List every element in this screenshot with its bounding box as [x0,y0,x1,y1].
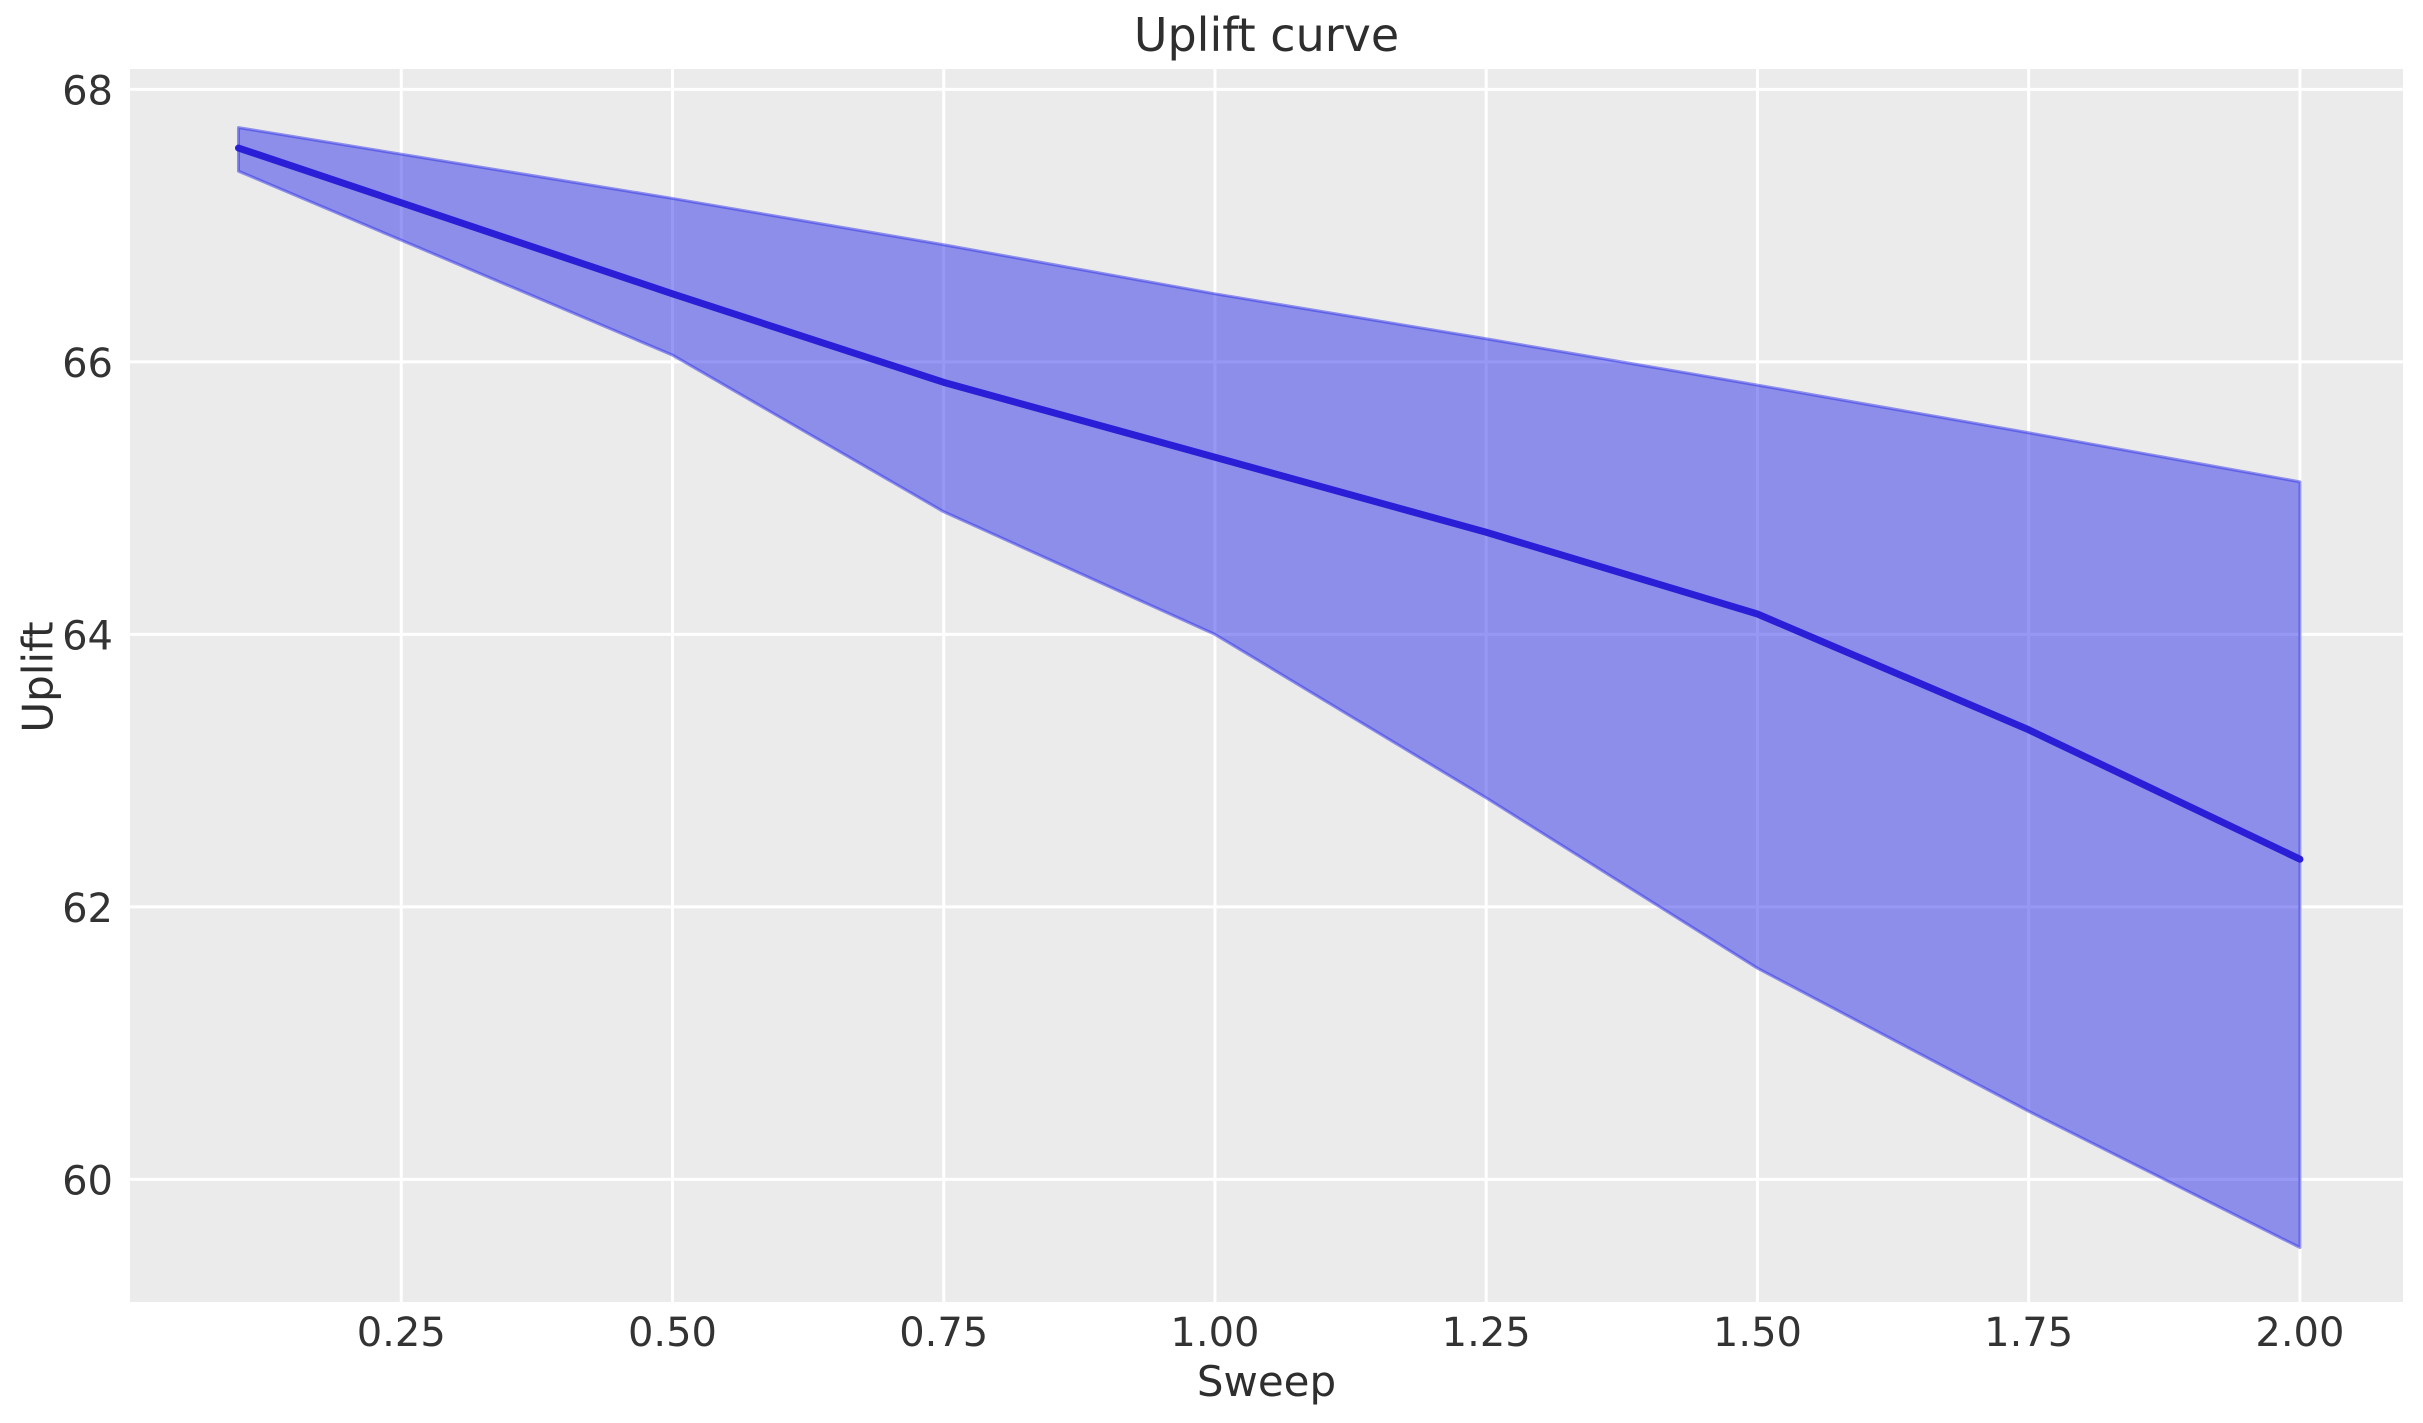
x-tick-label: 1.00 [1170,1310,1259,1356]
y-tick-label: 66 [62,341,113,387]
x-tick-label: 2.00 [2255,1310,2344,1356]
x-tick-label: 0.50 [628,1310,717,1356]
x-tick-label: 1.50 [1713,1310,1802,1356]
chart-title: Uplift curve [1133,8,1400,62]
y-tick-label: 60 [62,1158,113,1204]
confidence-band [236,126,2302,1250]
x-tick-label: 1.75 [1984,1310,2073,1356]
x-tick-label: 0.75 [899,1310,988,1356]
y-tick-label: 64 [62,613,113,659]
x-axis-label: Sweep [1196,1357,1337,1406]
x-tick-label: 0.25 [357,1310,446,1356]
y-tick-label: 62 [62,886,113,932]
y-tick-label: 68 [62,68,113,114]
x-tick-label: 1.25 [1442,1310,1531,1356]
y-axis-label: Uplift [13,621,63,733]
uplift-line [234,144,2304,863]
